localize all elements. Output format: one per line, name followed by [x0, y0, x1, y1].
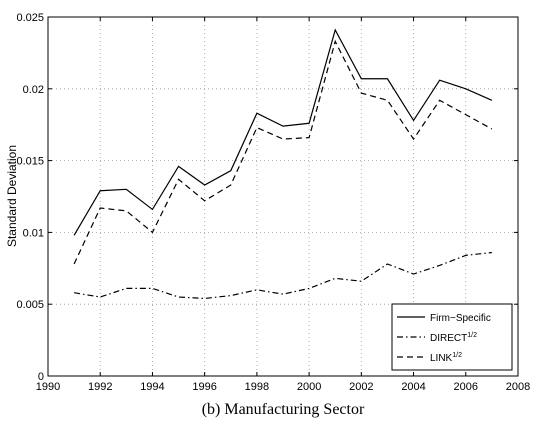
x-tick-label: 2006: [454, 381, 478, 393]
x-tick-label: 1998: [245, 381, 269, 393]
x-tick-label: 1996: [192, 381, 216, 393]
legend-label: LINK1/2: [430, 352, 462, 364]
series-line: [73, 28, 493, 236]
legend-box: [391, 303, 513, 371]
x-tick-label: 1990: [36, 381, 60, 393]
y-tick-label: 0.025: [16, 12, 44, 24]
y-tick-label: 0.015: [16, 156, 44, 168]
y-tick-label: 0.005: [16, 299, 44, 311]
series-line: [73, 39, 493, 265]
legend-superscript: 1/2: [452, 352, 462, 359]
y-tick-label: 0.01: [23, 227, 44, 239]
legend-name: Firm−Specific: [430, 313, 491, 324]
y-tick-label: 0.02: [23, 84, 44, 96]
legend-name: DIRECT: [430, 333, 467, 344]
plot-frame: [47, 16, 519, 377]
x-tick-label: 1992: [88, 381, 112, 393]
x-tick-label: 1994: [140, 381, 164, 393]
x-tick-label: 2004: [401, 381, 425, 393]
caption: (b) Manufacturing Sector: [202, 401, 365, 418]
x-tick-label: 2000: [297, 381, 321, 393]
y-axis-label: Standard Deviation: [5, 145, 19, 247]
legend-superscript: 1/2: [467, 332, 477, 339]
x-tick-label: 2002: [349, 381, 373, 393]
legend-label: DIRECT1/2: [430, 332, 477, 344]
legend-label: Firm−Specific: [430, 313, 491, 324]
series-line: [74, 251, 492, 300]
x-tick-label: 2008: [506, 381, 530, 393]
legend-name: LINK: [430, 353, 453, 364]
y-tick-label: 0: [38, 371, 44, 383]
